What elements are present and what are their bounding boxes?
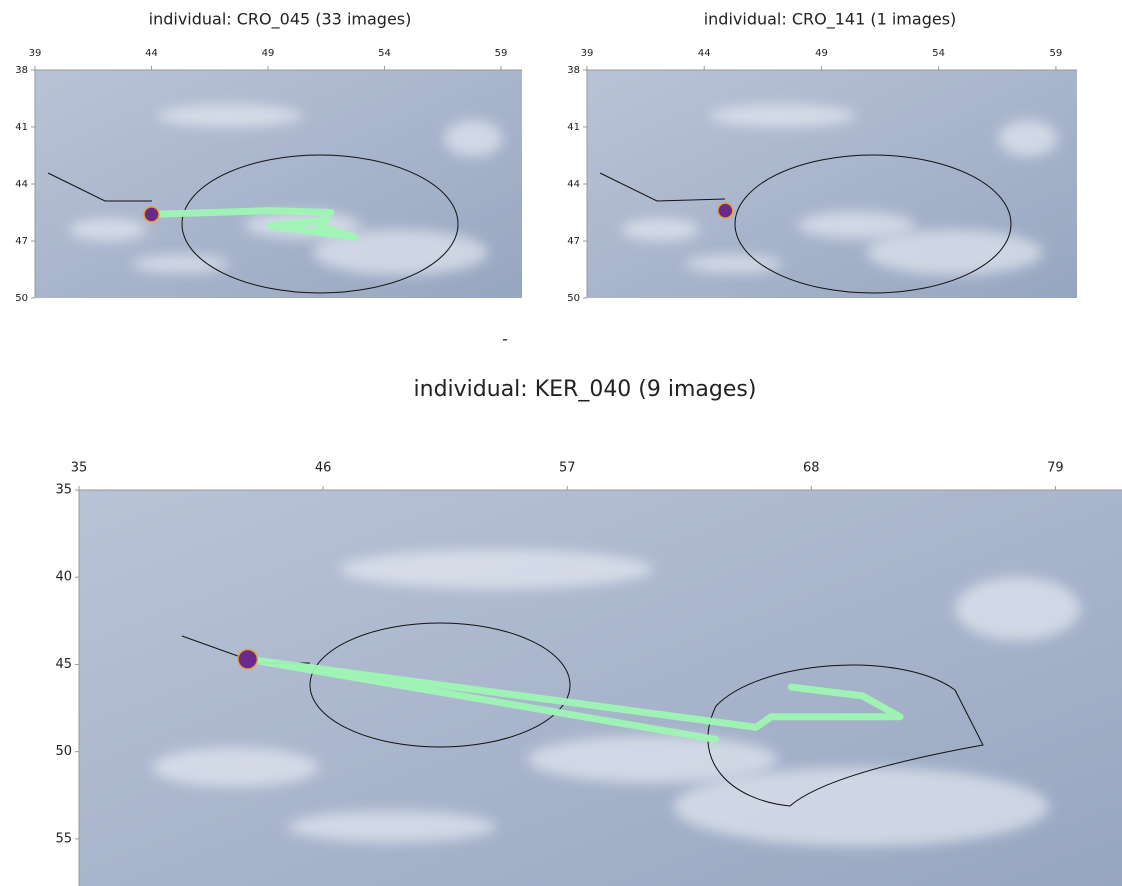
y-tick-label: 55 (55, 831, 72, 846)
y-tick-label: 38 (567, 65, 580, 76)
figure: - individual: CRO_045 (33 images) 39 44 49 5… (0, 0, 1122, 886)
ice-patch (444, 120, 502, 156)
map-panel (587, 70, 1077, 298)
panel-title: individual: CRO_045 (33 images) (149, 10, 412, 30)
panel-title: individual: CRO_141 (1 images) (704, 10, 957, 30)
x-tick-label: 39 (29, 48, 42, 59)
x-tick-label: 59 (495, 48, 508, 59)
x-tick-label: 57 (559, 460, 576, 475)
y-tick-label: 41 (15, 122, 28, 133)
ice-patch (527, 736, 777, 784)
x-tick-label: 79 (1047, 460, 1064, 475)
x-tick-label: 68 (803, 460, 820, 475)
map-panel (79, 490, 1122, 886)
ice-patch (157, 104, 303, 127)
ice-patch (340, 549, 653, 589)
y-tick-label: 45 (55, 657, 72, 672)
y-tick-label: 50 (567, 293, 580, 304)
y-tick-label: 47 (567, 236, 580, 247)
ice-patch (866, 230, 1042, 276)
ice-patch (621, 218, 699, 241)
ice-patch (69, 218, 147, 241)
y-tick-label: 50 (55, 744, 72, 759)
x-tick-label: 35 (71, 460, 88, 475)
ice-patch (798, 211, 916, 238)
y-tick-label: 40 (55, 570, 72, 585)
y-tick-label: 38 (15, 65, 28, 76)
ice-patch (288, 811, 497, 843)
y-tick-label: 50 (15, 293, 28, 304)
x-tick-label: 39 (581, 48, 594, 59)
y-tick-label: 44 (15, 179, 28, 190)
start-point (238, 649, 258, 669)
y-tick-label: 35 (55, 483, 72, 498)
separator: - (502, 330, 508, 349)
map-panel (35, 70, 522, 298)
x-tick-label: 49 (815, 48, 828, 59)
x-tick-label: 59 (1050, 48, 1063, 59)
ice-patch (710, 104, 857, 127)
x-tick-label: 44 (698, 48, 711, 59)
ice-patch (152, 747, 319, 787)
start-point (718, 203, 733, 218)
panel-title: individual: KER_040 (9 images) (414, 377, 757, 402)
page: {"chart_data": [ {"type": "map", "title"… (0, 0, 1122, 886)
start-point (144, 207, 159, 222)
ice-patch (674, 767, 1049, 846)
y-tick-label: 47 (15, 236, 28, 247)
ice-patch (955, 577, 1080, 640)
x-tick-label: 46 (315, 460, 332, 475)
ice-patch (999, 120, 1058, 156)
x-tick-label: 54 (378, 48, 391, 59)
x-tick-label: 54 (932, 48, 945, 59)
ice-patch (685, 255, 783, 273)
x-tick-label: 44 (145, 48, 158, 59)
y-tick-label: 44 (567, 179, 580, 190)
ice-patch (132, 255, 229, 273)
y-tick-label: 41 (567, 122, 580, 133)
x-tick-label: 49 (262, 48, 275, 59)
